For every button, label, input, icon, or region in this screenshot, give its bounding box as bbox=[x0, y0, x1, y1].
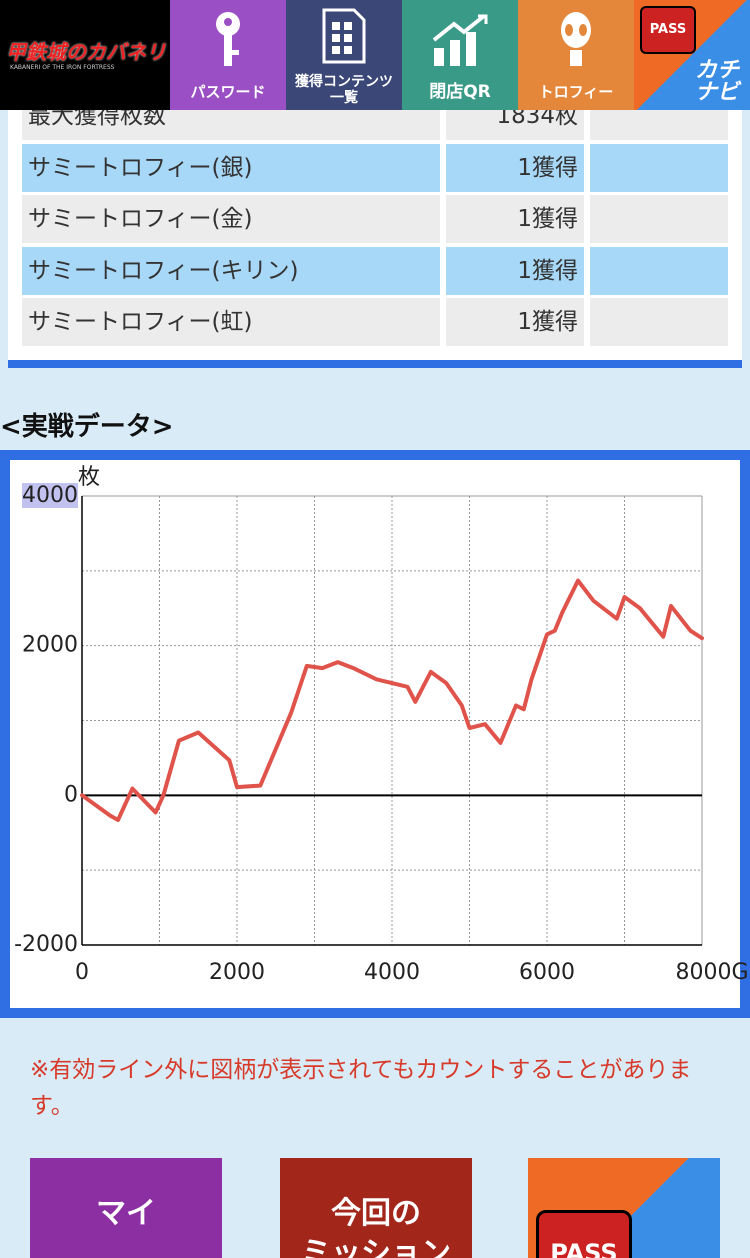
doc-icon bbox=[322, 8, 366, 64]
logo[interactable]: 甲鉄城のカバネリ KABANERI OF THE IRON FORTRESS bbox=[0, 0, 170, 110]
table-cell bbox=[590, 298, 728, 346]
table-cell: サミートロフィー(銀) bbox=[22, 143, 440, 192]
y-unit: 枚 bbox=[78, 465, 100, 490]
y-tick-label: 0 bbox=[64, 782, 78, 807]
nav-kachinavi[interactable]: PASS カチ ナビ bbox=[634, 0, 750, 110]
data-line bbox=[80, 578, 704, 822]
alien-icon bbox=[561, 12, 591, 66]
kachinavi-text: カチ ナビ bbox=[694, 58, 739, 105]
table-cell bbox=[590, 246, 728, 295]
nav-label: 獲得コンテンツ 一覧 bbox=[295, 74, 393, 106]
nav-trophy[interactable]: トロフィー bbox=[518, 0, 634, 110]
chart-frame bbox=[0, 450, 750, 1018]
x-tick-label: 6000 bbox=[519, 960, 575, 985]
chart-icon bbox=[432, 14, 488, 66]
table-cell: サミートロフィー(金) bbox=[22, 195, 440, 243]
table-cell: 1獲得 bbox=[446, 195, 584, 243]
nav-qr[interactable]: 閉店QR bbox=[402, 0, 518, 110]
section-title: <実戦データ> bbox=[0, 412, 174, 442]
my-button[interactable]: マイ bbox=[30, 1158, 222, 1258]
notice: ※有効ライン外に図柄が表示されてもカウントすることがあります。 bbox=[30, 1057, 692, 1119]
nav-label: 閉店QR bbox=[429, 82, 491, 102]
nav-label: トロフィー bbox=[538, 83, 614, 101]
chart: -2000 0 2000 4000 0 2000 4000 6000 8000G 枚 bbox=[0, 450, 750, 1018]
table-cell bbox=[590, 143, 728, 192]
logo-title: 甲鉄城のカバネリ bbox=[6, 40, 166, 64]
table-cell: 1獲得 bbox=[446, 143, 584, 192]
y-tick-label: -2000 bbox=[14, 932, 78, 957]
pass-badge: PASS bbox=[536, 1210, 632, 1258]
label-highlight bbox=[22, 483, 78, 508]
pass-badge: PASS bbox=[640, 6, 696, 54]
mission-button[interactable]: 今回の ミッション bbox=[280, 1158, 472, 1258]
x-tick-label: 8000G bbox=[675, 960, 748, 985]
y-tick-label: 2000 bbox=[22, 633, 78, 658]
table-cell: 1獲得 bbox=[446, 246, 584, 295]
x-tick-label: 2000 bbox=[209, 960, 265, 985]
table-cell bbox=[590, 195, 728, 243]
nav-bar: 甲鉄城のカバネリ KABANERI OF THE IRON FORTRESS パ… bbox=[0, 0, 750, 110]
nav-contents[interactable]: 獲得コンテンツ 一覧 bbox=[286, 0, 402, 110]
y-tick-label: 4000 bbox=[22, 483, 78, 508]
pass-button[interactable]: PASS bbox=[528, 1158, 720, 1258]
logo-subtitle: KABANERI OF THE IRON FORTRESS bbox=[10, 64, 115, 71]
nav-password[interactable]: パスワード bbox=[170, 0, 286, 110]
key-icon bbox=[216, 12, 240, 66]
nav-label: パスワード bbox=[190, 83, 266, 101]
table-cell: サミートロフィー(虹) bbox=[22, 298, 440, 346]
x-tick-label: 4000 bbox=[364, 960, 420, 985]
table-cell: 1獲得 bbox=[446, 298, 584, 346]
x-tick-label: 0 bbox=[75, 960, 89, 985]
table-cell: サミートロフィー(キリン) bbox=[22, 246, 440, 295]
